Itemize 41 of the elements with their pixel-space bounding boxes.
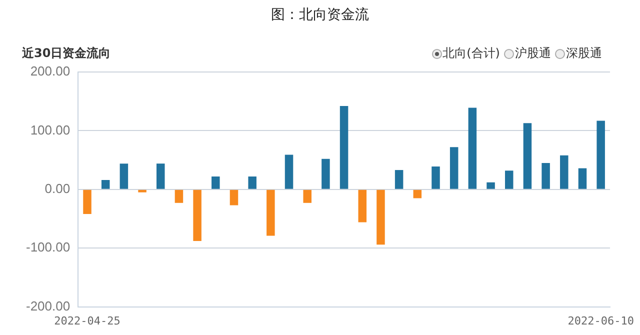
bar [340,106,348,189]
x-tick-label: 2022-06-10 [568,314,634,328]
bar [596,120,605,189]
bar [358,190,367,222]
bar [432,166,440,189]
bar [303,190,312,203]
chart-title: 图：北向资金流 [270,6,370,24]
text: 沪股通 [515,45,551,62]
bar [394,170,404,189]
chart-subtitle: 近30日资金流向 [22,45,111,62]
y-tick-label: -200.00 [26,298,70,314]
bar [156,164,165,189]
bar [468,108,477,189]
bar [486,182,495,189]
bar [212,176,220,189]
bar [413,190,422,198]
x-tick-label: 2022-04-25 [54,314,120,328]
bar [120,164,128,189]
bar [174,190,184,203]
y-tick-label: 0.00 [44,180,70,196]
bar [376,190,385,245]
bar [266,190,275,236]
bar [284,154,294,189]
bar [542,162,550,189]
bar [504,170,514,189]
y-tick-label: -100.00 [26,240,70,255]
bar [193,190,202,242]
y-tick-label: 200.00 [30,64,70,79]
bar [560,155,568,189]
bar [523,123,532,189]
bar [138,190,146,192]
bar [578,168,587,189]
bar [322,158,330,189]
text: 深股通 [566,45,602,62]
bar [230,190,238,206]
text: 北向(合计) [442,45,500,62]
bar [450,147,458,189]
bar [83,190,92,214]
bar [101,180,110,189]
y-tick-label: 100.00 [30,122,70,138]
bar [248,176,256,189]
